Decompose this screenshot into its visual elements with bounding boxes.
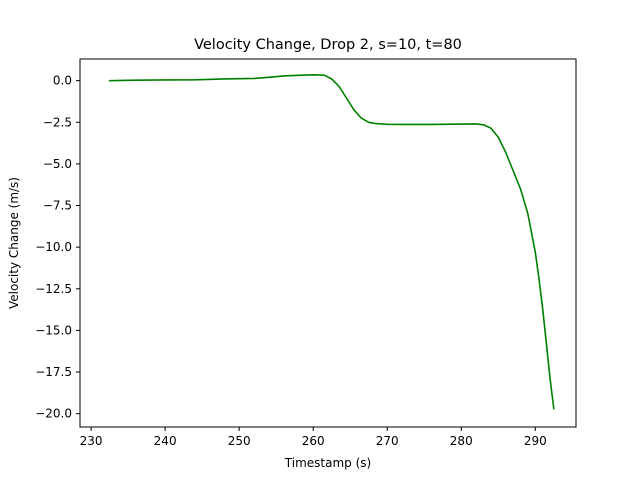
y-tick-label: 0.0 bbox=[53, 74, 72, 88]
plot-frame bbox=[79, 58, 577, 428]
y-tick-label: −15.0 bbox=[35, 323, 72, 337]
y-tick-label: −10.0 bbox=[35, 240, 72, 254]
chart-title: Velocity Change, Drop 2, s=10, t=80 bbox=[194, 37, 462, 53]
series-line-0 bbox=[108, 74, 555, 410]
x-tick-label: 290 bbox=[524, 434, 547, 448]
plot-area bbox=[108, 74, 555, 410]
y-tick-label: −20.0 bbox=[35, 407, 72, 421]
y-tick-label: −17.5 bbox=[35, 365, 72, 379]
y-tick-label: −7.5 bbox=[43, 199, 72, 213]
x-tick-label: 270 bbox=[376, 434, 399, 448]
y-tick-label: −5.0 bbox=[43, 157, 72, 171]
x-tick-label: 230 bbox=[80, 434, 103, 448]
y-axis-label: Velocity Change (m/s) bbox=[7, 177, 21, 309]
x-tick-label: 260 bbox=[302, 434, 325, 448]
x-tick-label: 240 bbox=[154, 434, 177, 448]
x-tick-label: 280 bbox=[450, 434, 473, 448]
axes: 230 240 250 260 270 280 290 0.0 −2.5 −5.0 −7.5 −10.… bbox=[35, 58, 577, 448]
x-tick-label: 250 bbox=[228, 434, 251, 448]
y-tick-label: −12.5 bbox=[35, 282, 72, 296]
y-tick-label: −2.5 bbox=[43, 115, 72, 129]
x-axis-label: Timestamp (s) bbox=[284, 456, 371, 470]
